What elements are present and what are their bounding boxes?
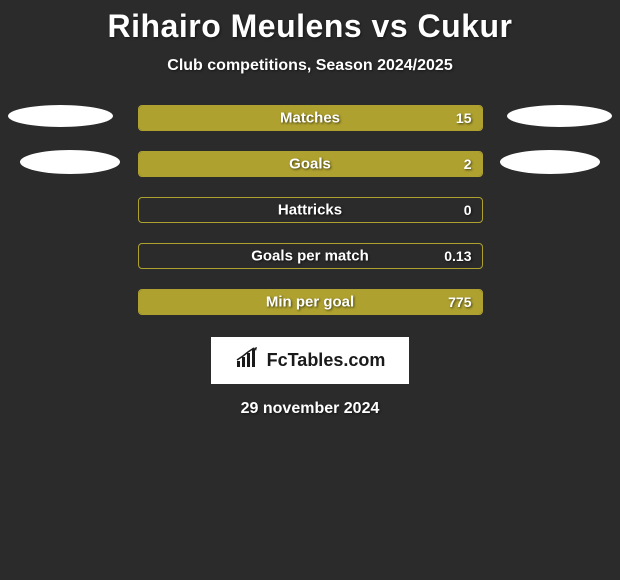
stat-bar-value: 775 [448,294,471,310]
stat-bar-label: Hattricks [278,202,342,219]
page-subtitle: Club competitions, Season 2024/2025 [167,57,452,75]
stat-bar-label: Matches [280,110,340,127]
page-title: Rihairo Meulens vs Cukur [108,8,513,45]
player-photo-placeholder-right-1 [507,105,612,127]
stat-bar-value: 0.13 [444,248,471,264]
stat-bar-value: 2 [464,156,472,172]
stat-bar-value: 0 [464,202,472,218]
stat-bar-label: Goals [289,156,331,173]
stat-bar: Goals per match 0.13 [138,243,483,269]
date-text: 29 november 2024 [241,400,380,418]
chart-area: Matches 15 Goals 2 Hattricks 0 Goals per match… [0,105,620,315]
player-photo-placeholder-right-2 [500,150,600,174]
stat-bar-value: 15 [456,110,472,126]
stat-bar: Goals 2 [138,151,483,177]
stat-bar: Hattricks 0 [138,197,483,223]
player-photo-placeholder-left-2 [20,150,120,174]
logo-box: FcTables.com [211,337,410,384]
logo-text: FcTables.com [267,350,386,371]
stats-bars: Matches 15 Goals 2 Hattricks 0 Goals per match… [138,105,483,315]
stat-bar: Min per goal 775 [138,289,483,315]
stat-bar-label: Min per goal [266,294,354,311]
player-photo-placeholder-left-1 [8,105,113,127]
stat-bar: Matches 15 [138,105,483,131]
stat-bar-label: Goals per match [251,248,369,265]
comparison-container: Rihairo Meulens vs Cukur Club competitio… [0,0,620,418]
fctables-logo-icon [235,347,261,374]
